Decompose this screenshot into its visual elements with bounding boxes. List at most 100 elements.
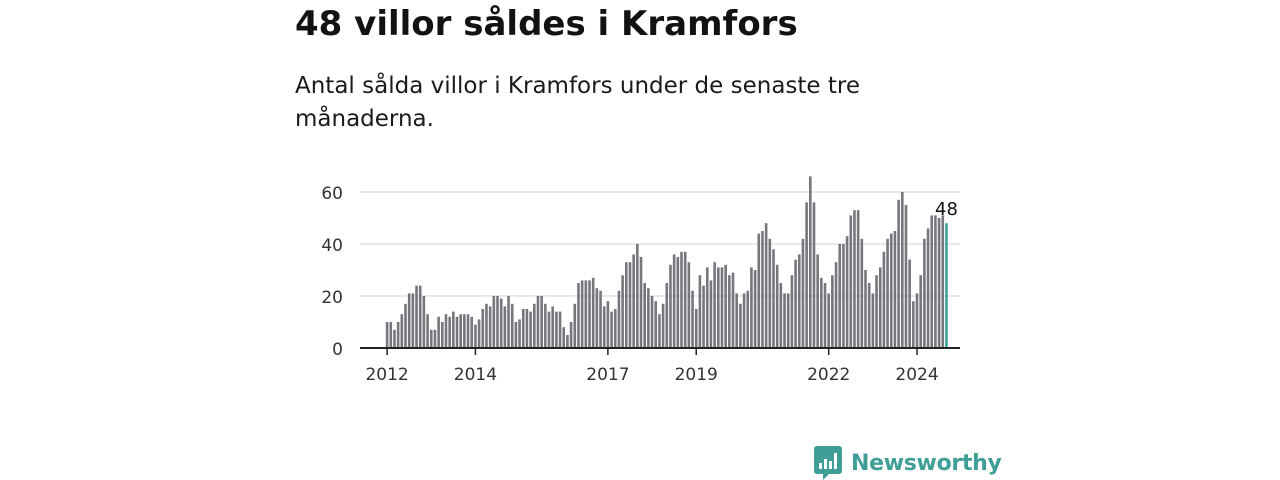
bar	[569, 322, 573, 348]
bar-chart: 0 20 40 60 2012 2014 2017 2019 2022 2024 48	[321, 176, 960, 385]
bar	[849, 215, 853, 348]
bar	[878, 267, 882, 348]
bar	[650, 296, 654, 348]
brand-name: Newsworthy	[851, 450, 1002, 476]
bar	[499, 298, 503, 348]
y-tick-label: 0	[332, 340, 343, 360]
bar	[761, 231, 764, 348]
bar	[713, 262, 716, 348]
bar	[812, 202, 816, 348]
bar	[595, 288, 599, 348]
bars	[385, 176, 948, 348]
bar	[503, 306, 507, 348]
bar	[735, 293, 738, 348]
bar	[606, 301, 610, 348]
brand-logo: Newsworthy	[814, 446, 1002, 480]
bar	[794, 259, 797, 348]
bar	[860, 238, 864, 348]
bar	[665, 283, 669, 348]
bar	[775, 264, 779, 348]
y-tick-label: 40	[321, 236, 343, 256]
bar	[437, 316, 440, 348]
bar	[591, 277, 595, 348]
bar	[816, 254, 819, 348]
bar	[786, 293, 790, 348]
bar	[834, 262, 838, 348]
bar	[724, 264, 727, 348]
bar	[904, 205, 908, 348]
bar	[396, 322, 400, 348]
bar	[764, 223, 768, 348]
bar	[672, 254, 676, 348]
bar	[669, 264, 672, 348]
bar	[404, 303, 407, 348]
bar	[610, 311, 613, 348]
bar	[547, 311, 551, 348]
bar	[772, 249, 775, 348]
bar	[584, 280, 588, 348]
bar	[728, 275, 731, 348]
bar	[937, 218, 941, 348]
bar	[418, 285, 422, 348]
bar	[558, 311, 562, 348]
bar	[683, 251, 687, 348]
bar	[694, 309, 698, 348]
bar	[746, 290, 750, 348]
bar	[507, 296, 510, 348]
bar	[588, 280, 591, 348]
bar	[393, 329, 396, 348]
bar	[514, 322, 518, 348]
bar	[599, 290, 602, 348]
bar	[934, 215, 937, 348]
bar	[731, 272, 735, 348]
newsworthy-logo-icon	[814, 446, 842, 480]
bar	[429, 329, 433, 348]
bar	[510, 303, 514, 348]
bar	[433, 329, 437, 348]
bar	[797, 254, 801, 348]
bar	[492, 296, 496, 348]
bar	[533, 303, 536, 348]
bar	[529, 311, 532, 348]
bar	[647, 288, 650, 348]
bar	[871, 293, 875, 348]
bar	[926, 228, 930, 348]
x-tick-label: 2019	[675, 365, 718, 385]
bar	[452, 311, 455, 348]
bar	[521, 309, 525, 348]
bar	[709, 280, 713, 348]
bar	[444, 314, 448, 348]
grid-lines	[360, 191, 960, 297]
bar	[691, 290, 694, 348]
bar	[654, 301, 658, 348]
bar	[897, 199, 900, 348]
bar	[661, 303, 665, 348]
bar-highlight	[945, 223, 948, 348]
bar	[544, 303, 547, 348]
bar	[385, 322, 389, 348]
bar	[555, 311, 558, 348]
bar	[930, 215, 934, 348]
bar	[783, 293, 786, 348]
bar	[602, 306, 606, 348]
x-tick-label: 2014	[454, 365, 497, 385]
bar	[422, 296, 426, 348]
bar	[820, 277, 823, 348]
bar	[720, 267, 724, 348]
bar	[481, 309, 485, 348]
bar	[613, 309, 617, 348]
bar	[801, 238, 805, 348]
bar	[676, 257, 680, 348]
labels: 0 20 40 60 2012 2014 2017 2019 2022 2024 48	[321, 184, 958, 385]
bar	[400, 314, 404, 348]
bar	[448, 316, 451, 348]
bar	[639, 257, 643, 348]
bar	[459, 314, 462, 348]
bar	[628, 262, 632, 348]
bar	[488, 306, 492, 348]
bar	[536, 296, 540, 348]
bar	[757, 233, 761, 348]
y-tick-label: 60	[321, 184, 343, 204]
bar	[923, 238, 926, 348]
bar	[643, 283, 646, 348]
